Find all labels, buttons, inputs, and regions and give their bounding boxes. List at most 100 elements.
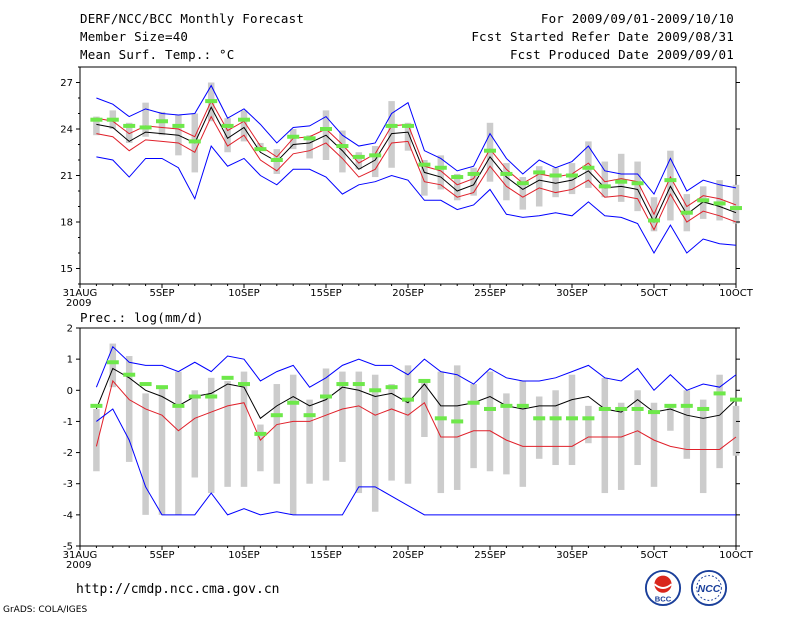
y-tick-label: 15 <box>60 264 73 275</box>
ensemble-bar <box>93 116 100 136</box>
observed-marker <box>566 416 578 421</box>
ensemble-bar <box>93 408 100 472</box>
ensemble-bar <box>421 380 428 437</box>
x-tick-label: 15SEP <box>310 288 341 299</box>
x-tick-label: 10OCT <box>719 550 754 561</box>
y-tick-label: 0 <box>67 386 73 397</box>
observed-marker <box>549 416 562 421</box>
observed-marker <box>566 173 578 178</box>
ensemble-bar <box>453 365 461 490</box>
observed-marker <box>516 403 529 408</box>
observed-marker <box>320 394 332 399</box>
header-variable: Mean Surf. Temp.: °C <box>80 47 235 62</box>
ensemble-bar <box>519 380 527 487</box>
observed-marker <box>484 406 496 411</box>
observed-marker <box>648 218 660 223</box>
observed-marker <box>254 431 267 436</box>
x-tick-label: 25SEP <box>474 288 505 299</box>
observed-marker <box>631 181 644 186</box>
header-forecast-period: For 2009/09/01-2009/10/10 <box>540 11 734 26</box>
bcc-logo-text: BCC <box>655 594 672 603</box>
ensemble-bar <box>732 405 740 456</box>
ensemble-bar <box>224 118 231 153</box>
ensemble-bar <box>519 177 527 210</box>
ensemble-bar <box>601 377 609 494</box>
observed-marker <box>434 416 447 421</box>
observed-marker <box>680 403 693 408</box>
y-tick-label: 24 <box>60 125 73 136</box>
ensemble-bar <box>535 396 543 459</box>
ensemble-bar <box>650 402 658 487</box>
x-tick-label: 31AUG <box>63 550 98 561</box>
observed-marker <box>336 144 349 149</box>
observed-marker <box>156 119 168 124</box>
y-tick-label: 2 <box>67 324 73 335</box>
observed-marker <box>254 147 267 152</box>
observed-marker <box>664 403 677 408</box>
ensemble-bar <box>568 163 576 195</box>
ensemble-bar <box>437 155 445 190</box>
header-title: DERF/NCC/BCC Monthly Forecast <box>80 11 305 26</box>
observed-marker <box>369 388 382 393</box>
observed-marker <box>221 123 234 128</box>
bcc-logo: BCC <box>644 569 682 607</box>
ensemble-bar <box>142 102 149 137</box>
x-tick-label: 5OCT <box>640 550 668 561</box>
ensemble-bar <box>273 384 281 484</box>
observed-marker <box>385 385 398 390</box>
observed-marker <box>320 127 332 131</box>
y-tick-label: -1 <box>63 417 73 428</box>
y-tick-label: 18 <box>60 218 73 229</box>
ensemble-bar <box>470 384 477 469</box>
ensemble-bar <box>634 390 641 466</box>
x-tick-label: 5SEP <box>149 288 174 299</box>
observed-marker <box>533 170 546 175</box>
ensemble-bar <box>421 160 428 196</box>
footer-url[interactable]: http://cmdp.ncc.cma.gov.cn <box>76 582 280 597</box>
ensemble-bar <box>371 374 379 512</box>
observed-marker <box>221 375 234 380</box>
observed-marker <box>90 117 103 122</box>
ensemble-bar <box>601 161 609 198</box>
x-tick-label: 5OCT <box>640 288 668 299</box>
series-line-mean <box>95 367 737 420</box>
ensemble-bar <box>109 343 117 388</box>
observed-marker <box>123 372 136 377</box>
observed-marker <box>352 154 365 159</box>
x-tick-label: 20SEP <box>392 288 423 299</box>
ensemble-bar <box>585 405 592 444</box>
x-tick-sublabel: 2009 <box>66 560 91 571</box>
ensemble-bar <box>699 186 707 219</box>
observed-marker <box>139 125 152 130</box>
series-line-min <box>96 145 737 255</box>
ensemble-bar <box>306 135 313 159</box>
observed-marker <box>270 158 283 162</box>
ensemble-bar <box>355 152 363 170</box>
series-line-spread <box>95 379 737 450</box>
observed-marker <box>385 123 398 128</box>
ensemble-bar <box>470 167 477 196</box>
ensemble-bar <box>716 180 723 221</box>
observed-marker <box>484 148 496 153</box>
ncc-logo-text: NCC <box>698 584 721 595</box>
observed-marker <box>631 406 644 411</box>
ensemble-bar <box>339 371 346 462</box>
observed-marker <box>369 153 382 158</box>
ensemble-bar <box>240 371 248 487</box>
ncc-logo: NCC <box>690 569 728 607</box>
ensemble-bar <box>552 167 559 198</box>
ensemble-bar <box>322 368 330 481</box>
ensemble-bar <box>371 146 379 178</box>
observed-marker <box>434 165 447 170</box>
observed-marker <box>287 134 300 139</box>
ensemble-bar <box>683 390 691 459</box>
ensemble-bar <box>125 122 133 143</box>
observed-marker <box>730 206 742 211</box>
ensemble-bar <box>437 371 445 494</box>
ensemble-bar <box>191 390 199 478</box>
observed-marker <box>549 173 562 178</box>
observed-marker <box>270 413 283 418</box>
series-line-min <box>96 408 736 516</box>
